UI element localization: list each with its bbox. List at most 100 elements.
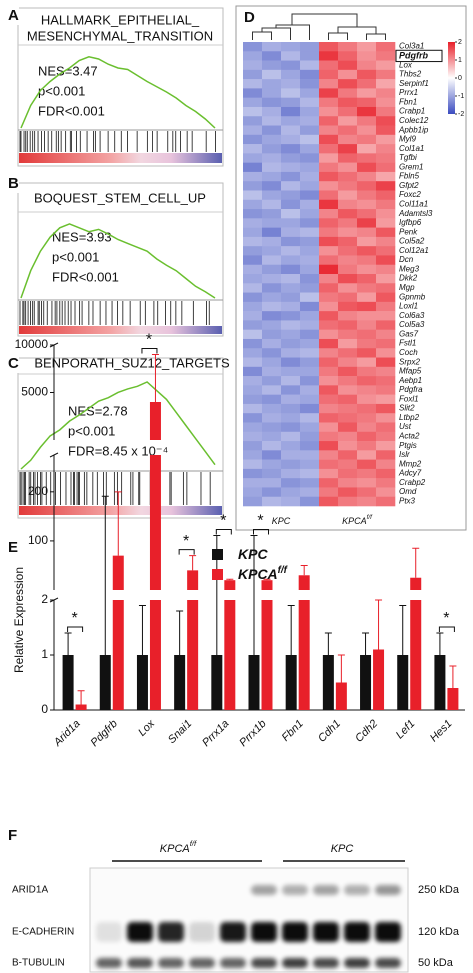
heat-cell	[319, 311, 339, 321]
heat-cell	[262, 264, 282, 275]
heat-cell	[376, 487, 396, 498]
gsea-title: BENPORATH_SUZ12_TARGETS	[34, 355, 230, 370]
bar	[62, 655, 74, 710]
heat-cell	[262, 431, 282, 442]
gsea-stat: NES=3.47	[38, 63, 98, 78]
heat-cell	[338, 468, 358, 479]
heat-cell	[243, 357, 263, 368]
gsea-title: HALLMARK_EPITHELIAL_	[41, 12, 200, 27]
heat-cell	[376, 60, 396, 71]
heat-cell	[300, 209, 320, 219]
heat-cell	[319, 88, 339, 98]
error-bar	[399, 605, 407, 655]
gene-label: Dcn	[399, 255, 414, 264]
heat-cell	[300, 422, 320, 433]
heat-cell	[338, 51, 358, 61]
heat-cell	[262, 468, 282, 479]
heat-cell	[319, 292, 339, 303]
heat-cell	[376, 450, 396, 460]
gsea-stat: NES=3.93	[52, 229, 112, 244]
gsea-stat: FDR=8.45 x 10⁻⁴	[68, 443, 168, 458]
heat-cell	[338, 125, 358, 136]
heat-cell	[376, 496, 396, 507]
heat-cell	[338, 88, 358, 98]
error-bar	[300, 564, 308, 576]
heat-cell	[281, 190, 301, 201]
heat-cell	[376, 199, 396, 210]
gene-label: Slit2	[399, 404, 415, 413]
panel-label: F	[8, 827, 17, 844]
heat-cell	[243, 144, 263, 154]
heat-cell	[243, 69, 263, 80]
heat-cell	[338, 106, 358, 117]
legend-swatch	[212, 569, 223, 580]
heat-cell	[319, 79, 339, 89]
heat-cell	[243, 60, 263, 71]
heat-cell	[300, 459, 320, 470]
heat-cell	[243, 403, 263, 414]
gene-label: Col5a3	[399, 320, 425, 329]
heat-cell	[376, 376, 396, 386]
rank-gradient	[19, 506, 222, 515]
heat-cell	[319, 413, 339, 423]
heat-cell	[319, 338, 339, 349]
gene-label: Myl9	[399, 135, 416, 144]
heat-cell	[243, 51, 263, 61]
gene-label: Mgp	[399, 283, 415, 292]
significance-bracket	[178, 549, 195, 555]
heat-cell	[262, 348, 282, 358]
blot-band	[251, 958, 277, 968]
heat-cell	[262, 199, 282, 210]
heat-cell	[338, 218, 358, 228]
heat-cell	[338, 403, 358, 414]
blot-band	[313, 958, 339, 968]
heat-cell	[262, 125, 282, 136]
heat-cell	[243, 468, 263, 479]
heat-cell	[300, 348, 320, 358]
heat-cell	[243, 329, 263, 340]
heat-cell	[243, 441, 263, 451]
gsea-stat: p<0.001	[38, 83, 85, 98]
heat-cell	[262, 311, 282, 321]
heat-cell	[262, 69, 282, 80]
heat-cell	[319, 264, 339, 275]
heat-cell	[376, 227, 396, 238]
heat-cell	[357, 264, 377, 275]
heat-cell	[357, 209, 377, 219]
error-bar	[337, 654, 345, 683]
heat-cell	[262, 422, 282, 433]
gene-label: Adcy7	[398, 469, 422, 478]
legend-name: KPC	[238, 546, 268, 562]
heat-cell	[357, 153, 377, 163]
heat-cell	[319, 283, 339, 293]
heat-cell	[376, 79, 396, 89]
heat-cell	[357, 468, 377, 479]
error-bar	[189, 555, 197, 571]
heat-cell	[338, 171, 358, 182]
error-bar	[151, 354, 159, 402]
gene-label: Islr	[399, 450, 410, 459]
heat-cell	[300, 376, 320, 386]
gsea-stat: p<0.001	[68, 423, 115, 438]
heat-cell	[300, 478, 320, 488]
heat-cell	[281, 264, 301, 275]
heat-cell	[376, 441, 396, 451]
heat-cell	[262, 42, 282, 52]
heat-cell	[357, 69, 377, 80]
blot-band	[313, 885, 339, 895]
blot-band	[127, 922, 153, 942]
heat-cell	[300, 431, 320, 442]
gene-label: Serpinf1	[399, 79, 429, 88]
heat-cell	[300, 116, 320, 126]
heat-cell	[300, 338, 320, 349]
heat-cell	[281, 487, 301, 498]
heat-cell	[300, 69, 320, 80]
heat-cell	[319, 403, 339, 414]
heat-cell	[262, 376, 282, 386]
heat-cell	[376, 236, 396, 247]
blot-band	[127, 958, 153, 968]
legend-name: KPCA	[238, 566, 278, 582]
heat-cell	[262, 106, 282, 117]
heat-cell	[357, 227, 377, 238]
blot-band	[189, 958, 215, 968]
